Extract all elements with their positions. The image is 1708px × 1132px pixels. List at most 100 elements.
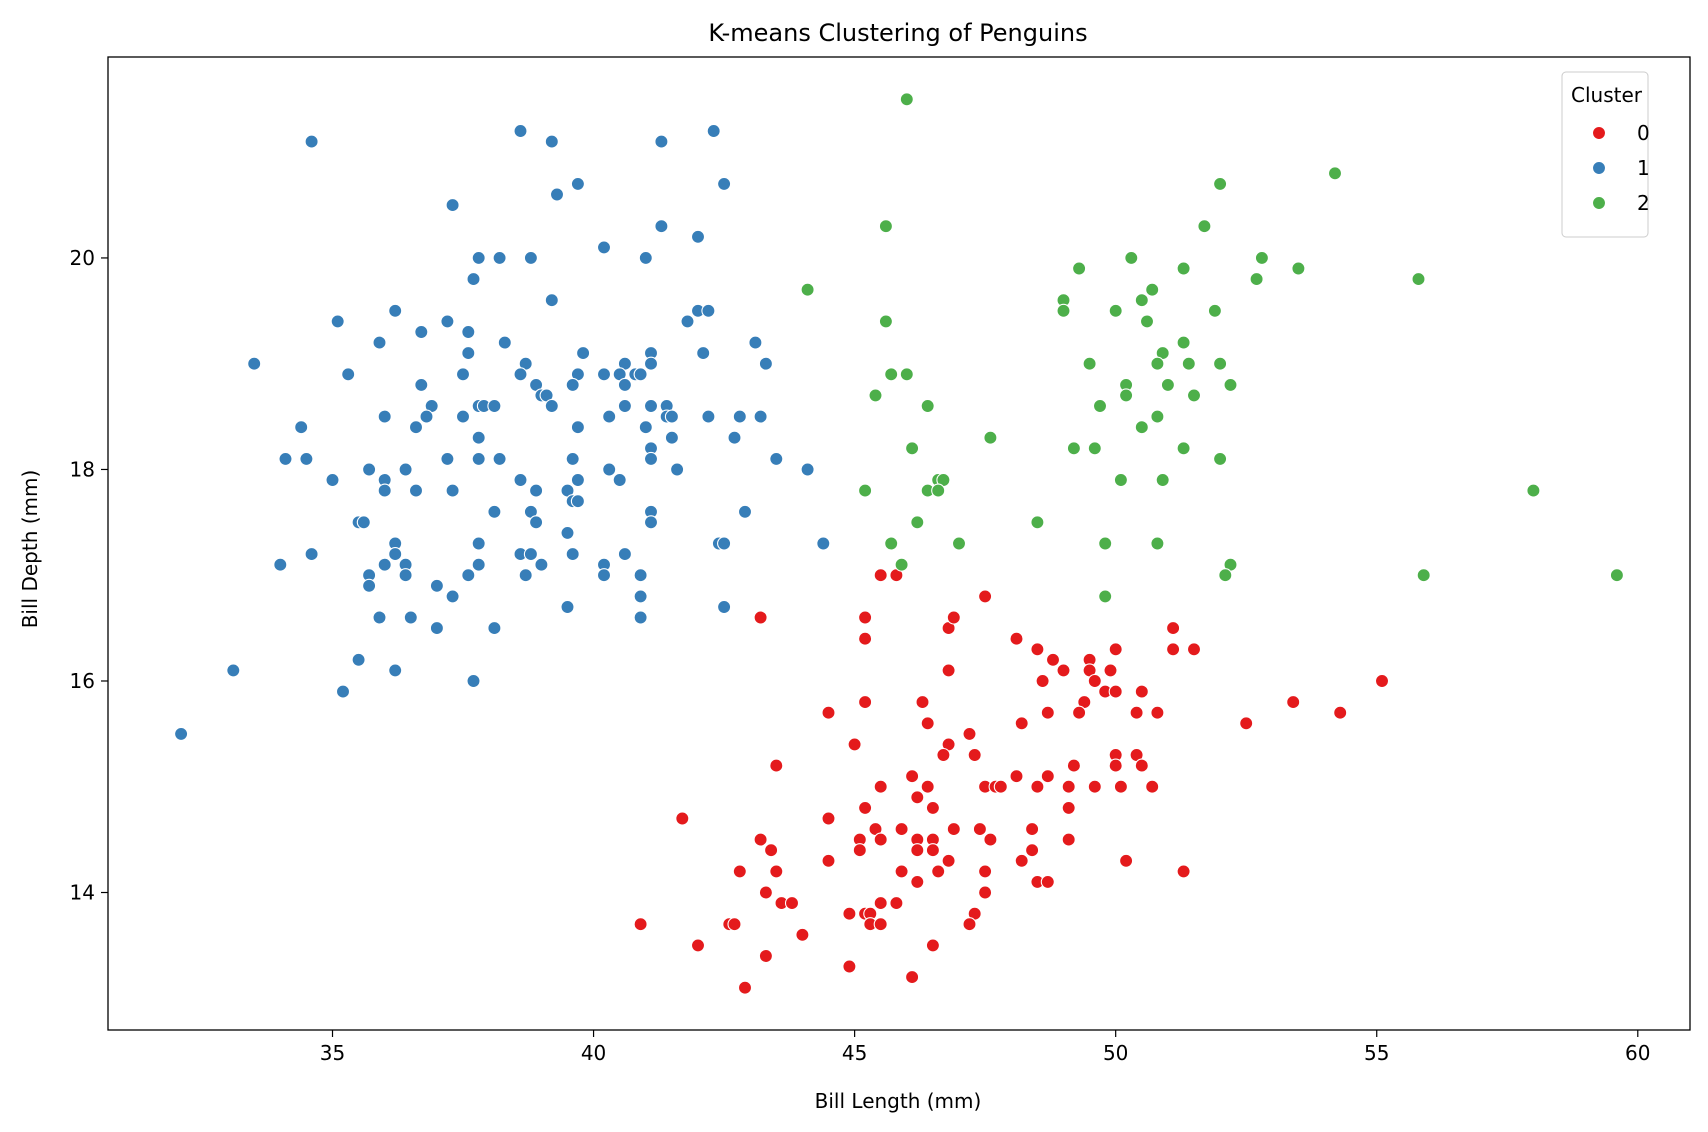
data-point-cluster-1 <box>414 324 429 340</box>
data-point-cluster-1 <box>565 547 580 562</box>
data-point-cluster-0 <box>758 948 773 964</box>
data-point-cluster-1 <box>377 483 392 498</box>
data-point-cluster-0 <box>978 864 993 879</box>
data-point-cluster-0 <box>821 811 836 826</box>
data-point-cluster-0 <box>910 843 925 858</box>
data-point-cluster-2 <box>899 367 914 382</box>
data-point-cluster-1 <box>565 377 580 392</box>
data-point-cluster-0 <box>1056 663 1071 678</box>
data-point-cluster-0 <box>769 758 784 773</box>
x-axis: 35 40 45 50 55 60 <box>320 1030 1651 1065</box>
data-point-cluster-0 <box>920 716 935 731</box>
legend-title: Cluster <box>1571 83 1643 107</box>
data-point-cluster-1 <box>769 451 784 466</box>
data-point-cluster-1 <box>377 557 392 572</box>
legend-marker-0 <box>1591 125 1607 141</box>
data-point-cluster-0 <box>1286 695 1301 710</box>
data-point-cluster-1 <box>408 420 424 435</box>
data-point-cluster-1 <box>461 346 476 361</box>
data-point-cluster-1 <box>247 356 262 371</box>
data-point-cluster-2 <box>1176 335 1191 350</box>
data-point-cluster-1 <box>560 525 575 540</box>
legend-frame <box>1561 71 1649 238</box>
data-point-cluster-1 <box>633 610 648 625</box>
y-tick-label: 18 <box>70 457 95 481</box>
data-point-cluster-2 <box>884 367 899 382</box>
data-point-cluster-1 <box>487 621 502 636</box>
data-point-cluster-0 <box>962 917 977 932</box>
x-axis-label: Bill Length (mm) <box>815 1089 982 1113</box>
data-point-cluster-1 <box>596 367 612 382</box>
data-point-cluster-1 <box>455 367 471 382</box>
data-point-cluster-0 <box>967 747 982 763</box>
data-point-cluster-0 <box>873 832 888 847</box>
data-point-cluster-1 <box>570 176 585 191</box>
data-point-cluster-0 <box>983 832 998 847</box>
data-point-cluster-0 <box>905 769 920 784</box>
data-point-cluster-0 <box>925 800 940 815</box>
data-point-cluster-1 <box>643 398 659 414</box>
data-point-cluster-0 <box>753 832 768 847</box>
data-point-cluster-2 <box>1056 303 1071 318</box>
data-point-cluster-2 <box>1218 568 1233 583</box>
data-point-cluster-1 <box>529 483 544 498</box>
data-point-cluster-1 <box>529 515 544 530</box>
data-point-cluster-0 <box>946 610 961 625</box>
data-point-cluster-2 <box>1092 398 1108 414</box>
data-point-cluster-0 <box>905 970 920 985</box>
data-point-cluster-1 <box>445 198 460 213</box>
data-point-cluster-0 <box>873 568 888 583</box>
data-point-cluster-2 <box>1072 261 1087 276</box>
data-point-cluster-1 <box>445 589 460 604</box>
legend-entries: 0 1 2 <box>1591 121 1650 215</box>
data-point-cluster-1 <box>471 451 486 466</box>
data-point-cluster-2 <box>1119 388 1134 403</box>
data-point-cluster-0 <box>1025 843 1040 858</box>
data-point-cluster-0 <box>784 896 800 911</box>
data-point-cluster-1 <box>732 409 747 424</box>
data-point-cluster-0 <box>795 927 810 942</box>
data-point-cluster-1 <box>461 568 476 583</box>
legend-label-0: 0 <box>1637 121 1650 145</box>
data-point-cluster-1 <box>544 293 559 308</box>
data-point-cluster-0 <box>915 695 930 710</box>
x-tick-label: 40 <box>581 1041 606 1065</box>
x-tick-label: 35 <box>320 1041 345 1065</box>
points-layer <box>174 92 1624 995</box>
data-point-cluster-1 <box>633 568 648 583</box>
data-point-cluster-1 <box>690 229 706 244</box>
data-point-cluster-1 <box>335 684 351 699</box>
data-point-cluster-0 <box>1061 779 1076 794</box>
data-point-cluster-2 <box>1176 441 1191 456</box>
data-point-cluster-2 <box>899 92 914 107</box>
data-point-cluster-1 <box>429 578 444 593</box>
x-tick-label: 55 <box>1364 1041 1389 1065</box>
data-point-cluster-2 <box>1416 568 1431 583</box>
data-point-cluster-2 <box>910 515 925 530</box>
data-point-cluster-0 <box>941 663 956 678</box>
data-point-cluster-1 <box>664 409 679 424</box>
data-point-cluster-1 <box>727 430 742 445</box>
data-point-cluster-0 <box>1030 642 1045 657</box>
data-point-cluster-2 <box>1134 420 1149 435</box>
data-point-cluster-2 <box>983 430 998 445</box>
data-point-cluster-0 <box>894 822 909 837</box>
data-point-cluster-1 <box>398 568 413 583</box>
data-point-cluster-0 <box>1150 705 1165 720</box>
data-point-cluster-1 <box>596 568 612 583</box>
data-point-cluster-1 <box>362 462 377 477</box>
data-point-cluster-1 <box>372 610 387 625</box>
data-point-cluster-1 <box>544 398 559 414</box>
data-point-cluster-0 <box>873 896 888 911</box>
data-point-cluster-1 <box>466 272 481 287</box>
data-point-cluster-1 <box>753 409 768 424</box>
data-point-cluster-0 <box>1087 673 1102 689</box>
data-point-cluster-0 <box>972 822 987 837</box>
data-point-cluster-0 <box>1186 642 1202 657</box>
data-point-cluster-0 <box>1066 758 1081 773</box>
data-point-cluster-0 <box>858 610 873 625</box>
data-point-cluster-0 <box>737 980 753 995</box>
data-point-cluster-2 <box>1139 314 1155 329</box>
data-point-cluster-0 <box>910 874 925 889</box>
data-point-cluster-2 <box>1197 219 1212 234</box>
